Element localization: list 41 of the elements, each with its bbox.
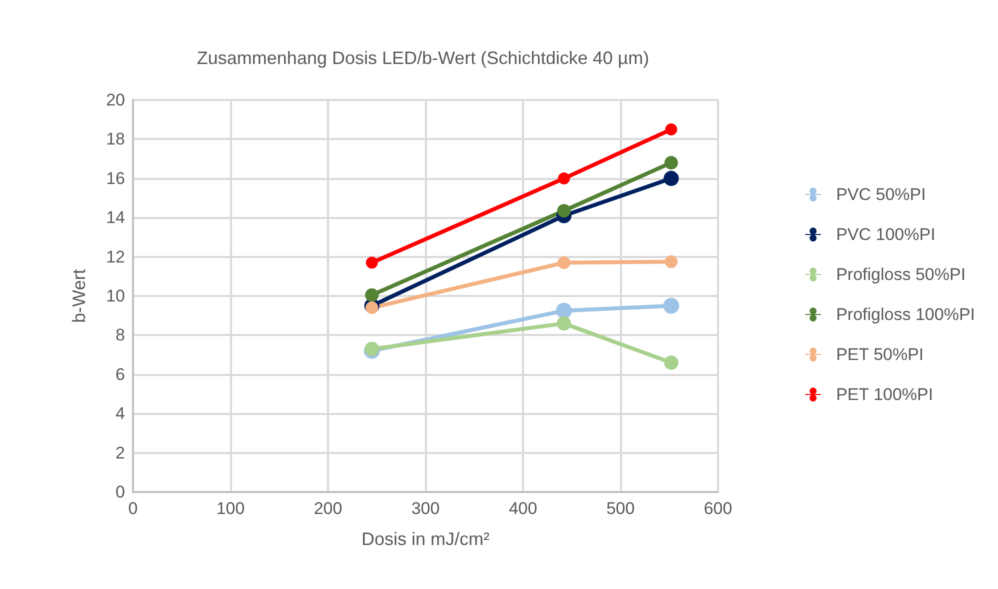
y-tick-label: 16	[106, 168, 125, 188]
point	[557, 204, 571, 218]
point	[558, 256, 570, 270]
x-tick-label: 0	[128, 499, 138, 518]
y-tick-label: 8	[116, 326, 125, 345]
y-tick-label: 10	[106, 286, 125, 306]
y-tick-label: 18	[106, 130, 125, 149]
point	[664, 170, 679, 186]
y-tick-label: 6	[116, 364, 125, 384]
point	[556, 316, 572, 331]
point	[664, 255, 678, 268]
y-tick-label: 12	[106, 247, 125, 266]
legend-label: PVC 50%PI	[836, 185, 926, 204]
legend-label: PET 100%PI	[836, 385, 934, 404]
x-tick-label: 200	[314, 499, 342, 518]
y-tick-label: 20	[106, 90, 125, 110]
y-tick-label: 4	[116, 404, 125, 424]
y-axis-title: b-Wert	[69, 269, 89, 323]
point	[663, 298, 680, 314]
legend-label: PET 50%PI	[836, 345, 924, 364]
point	[664, 355, 678, 370]
point	[365, 288, 379, 302]
chart-title: Zusammenhang Dosis LED/b-Wert (Schichtdicke 40 µm)	[196, 48, 650, 68]
point	[365, 301, 378, 314]
y-tick-label: 0	[116, 482, 125, 502]
legend-label: Profigloss 100%PI	[836, 305, 975, 324]
x-tick-label: 300	[411, 499, 440, 518]
legend-label: PVC 100%PI	[836, 225, 936, 244]
point	[665, 123, 678, 136]
y-tick-label: 14	[106, 208, 125, 228]
x-tick-label: 100	[216, 499, 245, 518]
x-tick-label: 400	[508, 499, 538, 518]
y-tick-label: 2	[116, 443, 125, 462]
x-tick-label: 600	[704, 499, 732, 518]
point	[558, 172, 570, 184]
x-tick-label: 500	[606, 499, 635, 518]
x-axis-title: Dosis in mJ/cm²	[361, 529, 490, 549]
point	[556, 302, 572, 319]
point	[664, 156, 678, 170]
point	[366, 256, 378, 269]
legend-label: Profigloss 50%PI	[836, 265, 966, 284]
